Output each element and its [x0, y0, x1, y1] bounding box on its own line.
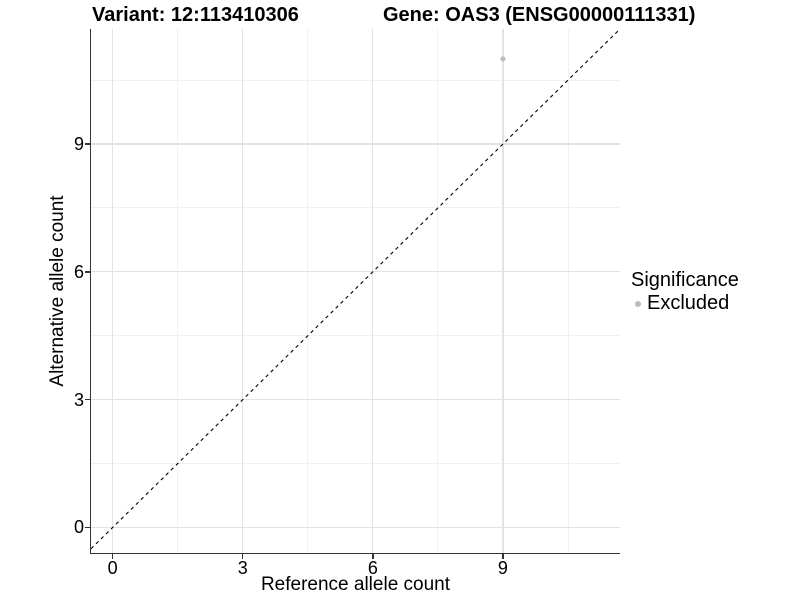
legend: Significance Excluded [631, 269, 739, 315]
y-tick-label: 3 [73, 389, 84, 410]
x-minor-gridline [177, 29, 179, 553]
plot-panel [91, 29, 620, 553]
data-point [500, 56, 506, 62]
y-major-gridline [91, 526, 620, 529]
x-major-gridline [502, 29, 504, 553]
y-major-gridline [91, 271, 620, 273]
x-tick-label: 3 [237, 558, 248, 578]
x-minor-gridline [437, 29, 439, 553]
x-axis-line [89, 553, 621, 555]
x-tick-mark [111, 554, 114, 559]
legend-item-excluded: Excluded [631, 292, 739, 315]
excluded-point-icon [635, 300, 641, 307]
y-axis-title: Alternative allele count [47, 195, 68, 387]
plot-data-layer [91, 29, 620, 550]
plot-title-gene: Gene: OAS3 (ENSG00000111331) [383, 4, 696, 26]
y-axis-line [89, 29, 91, 554]
x-major-gridline [372, 29, 374, 553]
y-tick-label: 0 [73, 517, 84, 538]
y-minor-gridline [91, 335, 620, 337]
plot-title-variant: Variant: 12:113410306 [92, 4, 299, 26]
y-tick-mark [85, 271, 90, 273]
y-tick-mark [85, 526, 90, 529]
x-major-gridline [112, 29, 114, 553]
y-minor-gridline [91, 79, 620, 81]
x-tick-label: 9 [497, 558, 508, 578]
y-major-gridline [91, 143, 620, 145]
x-tick-mark [502, 554, 504, 559]
x-major-gridline [242, 29, 244, 553]
y-minor-gridline [91, 207, 620, 209]
x-tick-label: 6 [367, 558, 378, 578]
y-major-gridline [91, 399, 620, 401]
legend-item-label: Excluded [647, 292, 730, 314]
x-tick-mark [242, 554, 244, 559]
y-tick-mark [85, 143, 90, 145]
x-minor-gridline [307, 29, 309, 553]
legend-title: Significance [631, 269, 739, 291]
y-tick-label: 9 [73, 134, 84, 155]
y-tick-label: 6 [73, 261, 84, 282]
x-axis-title: Reference allele count [260, 574, 451, 595]
x-tick-label: 0 [107, 558, 118, 578]
y-minor-gridline [91, 463, 620, 464]
identity-reference-line [91, 29, 620, 550]
x-tick-mark [372, 554, 374, 559]
y-tick-mark [85, 398, 90, 401]
x-minor-gridline [567, 29, 569, 553]
